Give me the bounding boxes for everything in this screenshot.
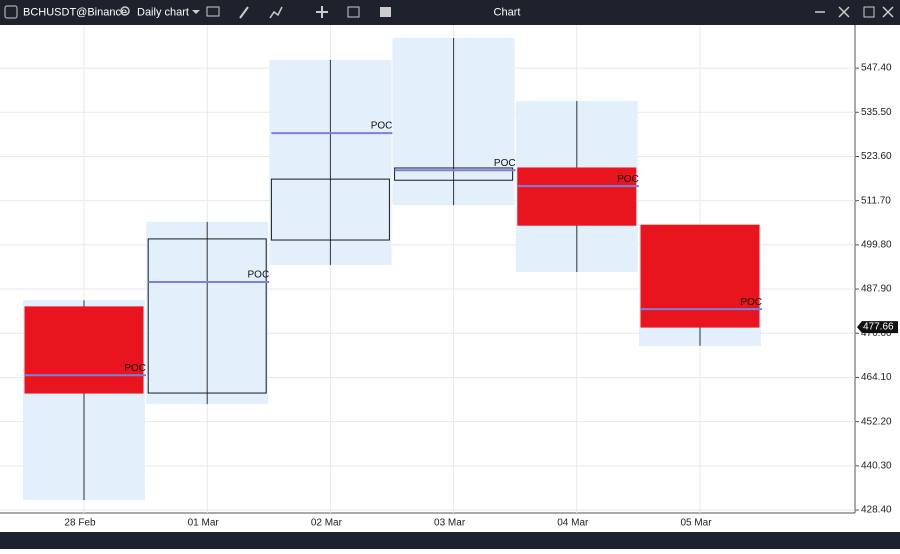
close-icon[interactable] xyxy=(838,6,850,18)
menu-icon[interactable] xyxy=(4,5,18,19)
x-tick-label: 03 Mar xyxy=(434,518,466,529)
exit-icon[interactable] xyxy=(882,6,894,18)
indicator-icon[interactable] xyxy=(269,6,283,19)
poc-label: POC xyxy=(124,363,146,374)
candle-body xyxy=(270,178,390,241)
y-tick-label: 452.20 xyxy=(861,416,892,427)
x-tick-label: 01 Mar xyxy=(188,518,220,529)
last-price-label: 477.66 xyxy=(863,322,894,333)
x-tick-label: 02 Mar xyxy=(311,518,343,529)
y-tick-label: 476.00 xyxy=(861,328,892,339)
layout-icon[interactable] xyxy=(380,7,391,17)
add-icon[interactable] xyxy=(316,6,328,18)
candle-body xyxy=(517,167,637,226)
y-tick-label: 428.40 xyxy=(861,505,892,516)
timeframe[interactable]: Daily chart xyxy=(137,6,189,18)
window-icon[interactable] xyxy=(347,6,360,18)
draw-icon[interactable] xyxy=(239,6,249,19)
candle-body xyxy=(640,224,760,328)
x-tick-label: 05 Mar xyxy=(680,518,712,529)
x-tick-label: 04 Mar xyxy=(557,518,589,529)
candle-body xyxy=(394,167,514,181)
tool-icon[interactable] xyxy=(206,6,220,17)
candle-body xyxy=(147,238,267,394)
poc-label: POC xyxy=(371,121,393,132)
poc-label: POC xyxy=(617,174,639,185)
maximize-icon[interactable] xyxy=(863,6,875,18)
dropdown[interactable] xyxy=(192,10,200,14)
plot: 428.40 440.30 452.20 464.10 476.00 487.90 499.… xyxy=(0,25,898,529)
y-tick-label: 523.60 xyxy=(861,151,892,162)
x-tick-label: 28 Feb xyxy=(64,518,96,529)
poc-label: POC xyxy=(740,297,762,308)
y-tick-label: 547.40 xyxy=(861,63,892,74)
poc-label: POC xyxy=(248,270,270,281)
status-bar xyxy=(0,532,900,549)
y-tick-label: 511.70 xyxy=(861,195,891,206)
search-icon[interactable] xyxy=(120,6,130,16)
y-tick-label: 487.90 xyxy=(861,284,892,295)
symbol[interactable]: BCHUSDT@Binance xyxy=(23,6,127,18)
toolbar xyxy=(0,0,900,25)
y-tick-label: 464.10 xyxy=(861,372,892,383)
y-tick-label: 440.30 xyxy=(861,460,892,471)
candle-body xyxy=(24,306,144,394)
window-title: Chart xyxy=(494,6,521,18)
y-tick-label: 499.80 xyxy=(861,240,892,251)
poc-label: POC xyxy=(494,158,516,169)
y-tick-label: 535.50 xyxy=(861,107,892,118)
last-price-marker xyxy=(857,321,898,334)
